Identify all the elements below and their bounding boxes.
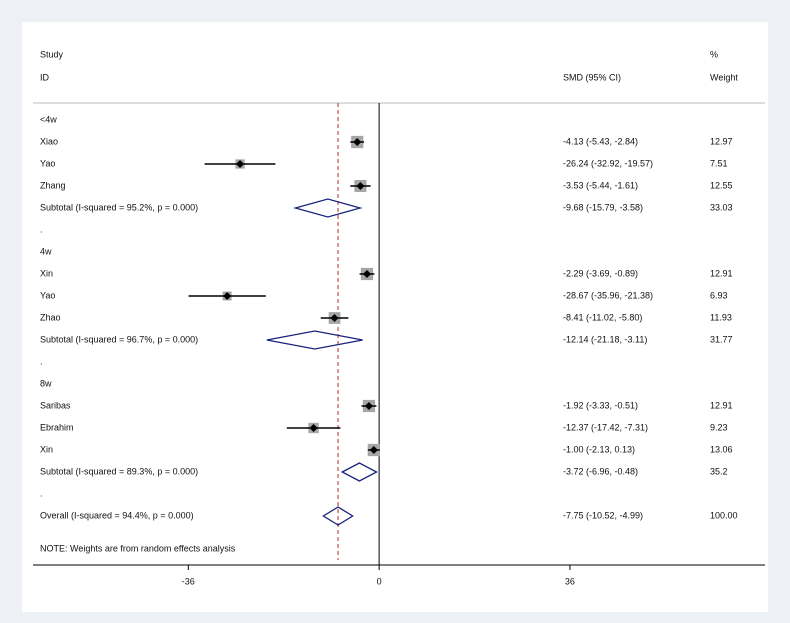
note: NOTE: Weights are from random effects an… (40, 543, 236, 553)
weight-label: 31.77 (710, 334, 733, 344)
row-label: 8w (40, 378, 52, 388)
row-label: Ebrahim (40, 422, 74, 432)
weight-label: 9.23 (710, 422, 728, 432)
header-ci: SMD (95% CI) (563, 72, 621, 82)
x-tick-label: 0 (377, 576, 382, 586)
row-label: Zhao (40, 312, 61, 322)
header-weight: Weight (710, 72, 738, 82)
row-label: 4w (40, 246, 52, 256)
x-tick-label: -36 (182, 576, 195, 586)
ci-label: -7.75 (-10.52, -4.99) (563, 510, 643, 520)
pooled-diamond (266, 330, 363, 350)
ci-label: -3.72 (-6.96, -0.48) (563, 466, 638, 476)
pooled-diamond (322, 506, 354, 526)
header-id: ID (40, 72, 50, 82)
weight-label: 7.51 (710, 158, 728, 168)
weight-label: 33.03 (710, 202, 733, 212)
ci-label: -12.14 (-21.18, -3.11) (563, 334, 647, 344)
ci-label: -28.67 (-35.96, -21.38) (563, 290, 653, 300)
ci-label: -9.68 (-15.79, -3.58) (563, 202, 643, 212)
weight-label: 13.06 (710, 444, 733, 454)
row-label: . (40, 488, 43, 498)
ci-label: -1.92 (-3.33, -0.51) (563, 400, 638, 410)
weight-label: 12.55 (710, 180, 733, 190)
header-study: Study (40, 49, 64, 59)
point-estimate (330, 314, 339, 322)
pooled-diamond (293, 198, 363, 218)
point-estimate (369, 446, 378, 454)
row-label: Subtotal (I-squared = 89.3%, p = 0.000) (40, 466, 198, 476)
ci-label: -2.29 (-3.69, -0.89) (563, 268, 638, 278)
point-estimate (309, 424, 318, 432)
point-estimate (236, 160, 245, 168)
ci-label: -26.24 (-32.92, -19.57) (563, 158, 653, 168)
header-pct: % (710, 49, 718, 59)
row-label: Yao (40, 290, 55, 300)
ci-label: -4.13 (-5.43, -2.84) (563, 136, 638, 146)
row-label: . (40, 356, 43, 366)
x-tick-label: 36 (565, 576, 575, 586)
point-estimate (356, 182, 365, 190)
point-estimate (223, 292, 232, 300)
weight-label: 12.91 (710, 268, 733, 278)
pooled-diamond (340, 462, 378, 482)
row-label: <4w (40, 114, 57, 124)
row-label: Zhang (40, 180, 66, 190)
row-label: Overall (I-squared = 94.4%, p = 0.000) (40, 510, 194, 520)
row-label: Xiao (40, 136, 58, 146)
point-estimate (364, 402, 373, 410)
row-label: Saribas (40, 400, 71, 410)
ci-label: -3.53 (-5.44, -1.61) (563, 180, 638, 190)
row-label: Subtotal (I-squared = 95.2%, p = 0.000) (40, 202, 198, 212)
plot-panel (22, 22, 768, 612)
row-label: Subtotal (I-squared = 96.7%, p = 0.000) (40, 334, 198, 344)
weight-label: 12.91 (710, 400, 733, 410)
weight-label: 35.2 (710, 466, 728, 476)
weight-label: 6.93 (710, 290, 728, 300)
row-label: Xin (40, 268, 53, 278)
ci-label: -12.37 (-17.42, -7.31) (563, 422, 648, 432)
ci-label: -8.41 (-11.02, -5.80) (563, 312, 642, 322)
point-estimate (362, 270, 371, 278)
weight-label: 100.00 (710, 510, 738, 520)
ci-label: -1.00 (-2.13, 0.13) (563, 444, 635, 454)
row-label: . (40, 224, 43, 234)
row-label: Xin (40, 444, 53, 454)
weight-label: 12.97 (710, 136, 733, 146)
point-estimate (353, 138, 362, 146)
weight-label: 11.93 (710, 312, 732, 322)
row-label: Yao (40, 158, 55, 168)
